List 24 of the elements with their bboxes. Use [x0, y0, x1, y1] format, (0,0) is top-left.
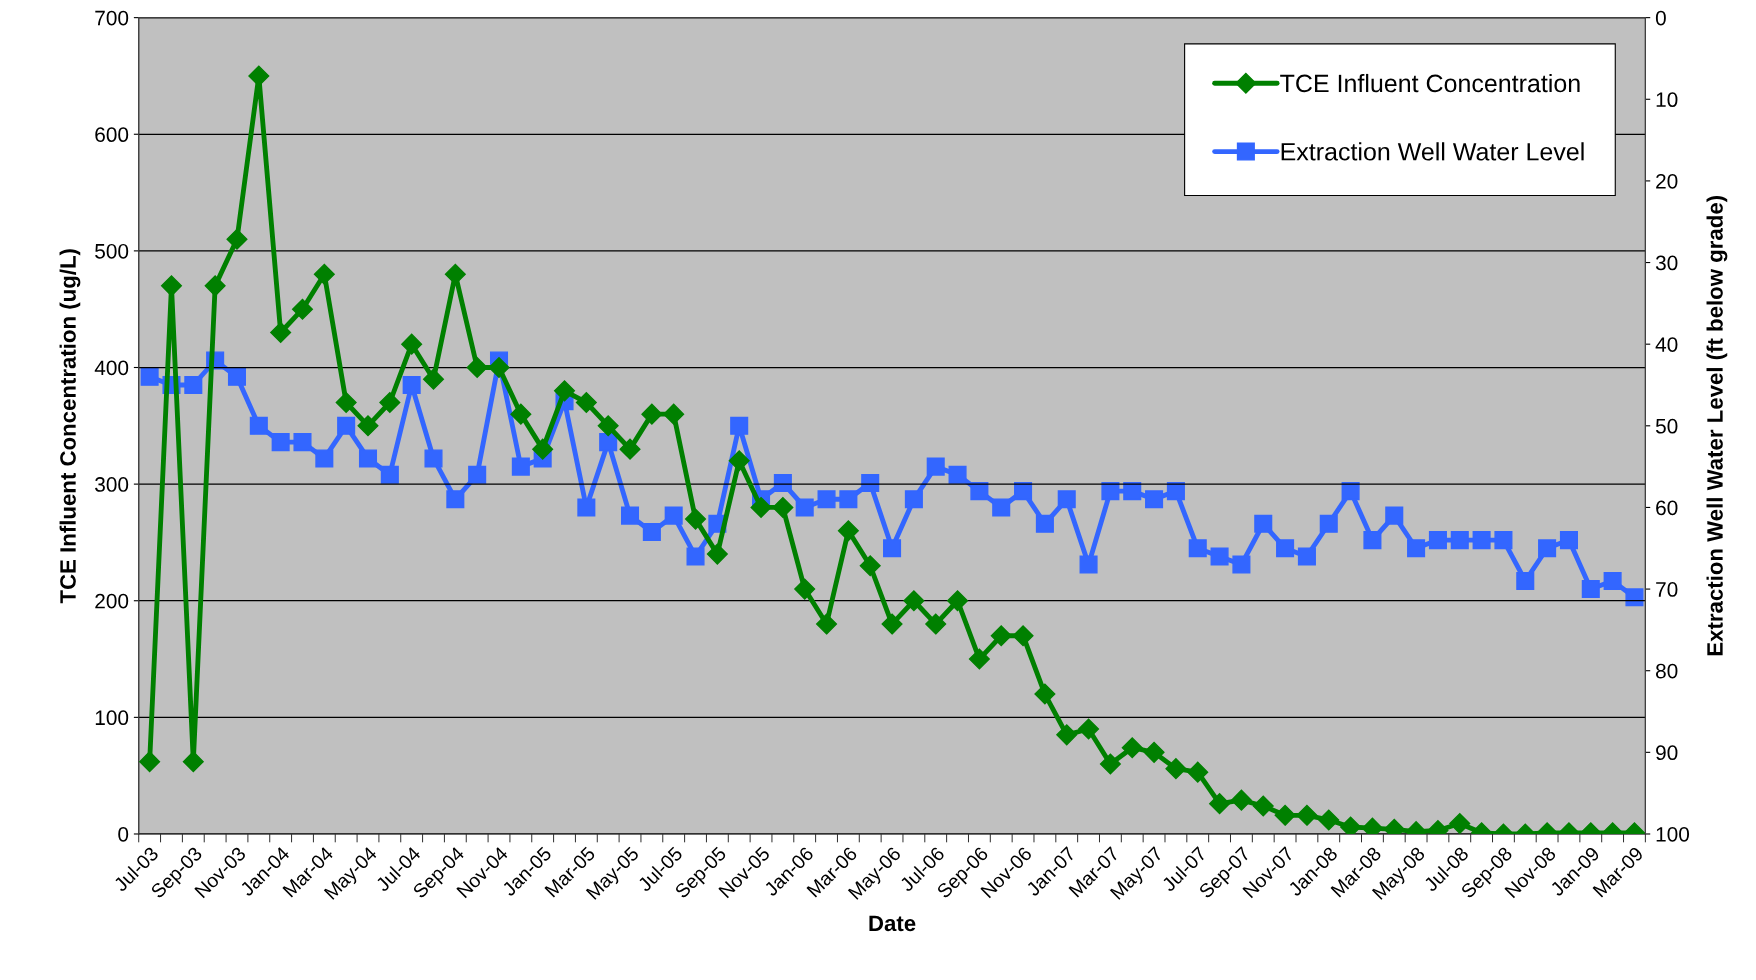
y2-tick-label: 10	[1656, 92, 1678, 108]
y2-tick-label: 100	[1656, 826, 1690, 842]
y2-tick-label: 30	[1655, 255, 1678, 271]
y-tick-label: 500	[95, 243, 129, 259]
y2-tick-label: 0	[1655, 10, 1666, 26]
y2-tick-label: 80	[1656, 663, 1678, 679]
y-tick-label: 0	[118, 826, 129, 842]
y-axis-title: TCE Influent Concentration (ug/L)	[59, 249, 81, 604]
y-tick-label: 700	[95, 10, 129, 26]
y-tick-label: 600	[95, 127, 129, 143]
y2-tick-label: 60	[1656, 500, 1678, 516]
y2-tick-label: 20	[1656, 173, 1678, 189]
y2-axis-title: Extraction Well Water Level (ft below grade)	[1706, 195, 1728, 656]
y-tick-label: 400	[94, 360, 129, 376]
y-tick-label: 300	[95, 477, 129, 492]
y2-tick-label: 50	[1655, 418, 1678, 434]
y-tick-label: 200	[95, 593, 129, 609]
y-tick-label: 100	[95, 710, 129, 726]
x-axis-title: Date	[869, 915, 916, 932]
legend-label: Extraction Well Water Level	[1281, 142, 1584, 161]
y2-tick-label: 70	[1656, 582, 1678, 597]
y2-tick-label: 40	[1655, 337, 1678, 352]
legend-label: TCE Influent Concentration	[1280, 73, 1580, 93]
y2-tick-label: 90	[1656, 745, 1678, 761]
